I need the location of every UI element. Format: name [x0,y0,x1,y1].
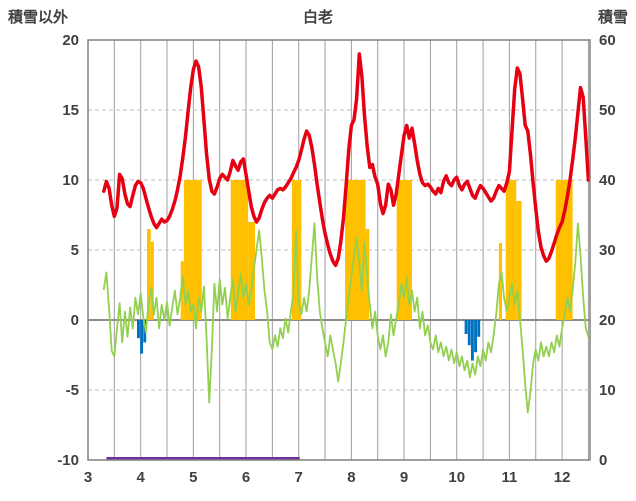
svg-text:50: 50 [599,102,616,119]
green-line [102,222,590,414]
plot-border [87,39,591,461]
svg-text:15: 15 [62,102,79,119]
svg-text:5: 5 [189,469,197,486]
svg-text:20: 20 [599,312,616,329]
y-axis-left-labels: 20 15 10 5 0 -5 -10 [57,32,79,469]
svg-text:60: 60 [599,32,616,49]
svg-text:5: 5 [71,242,79,259]
svg-text:8: 8 [347,469,355,486]
svg-text:-5: -5 [66,382,79,399]
svg-text:12: 12 [554,469,571,486]
svg-text:7: 7 [295,469,303,486]
y-axis-right-labels: 60 50 40 30 20 10 0 [599,32,616,469]
left-axis-title: 積雪以外 [8,9,69,26]
right-axis-title: 積雪 [597,9,628,26]
svg-text:20: 20 [62,32,79,49]
svg-text:0: 0 [71,312,79,329]
svg-text:4: 4 [137,469,146,486]
svg-text:3: 3 [84,469,92,486]
svg-text:11: 11 [501,469,517,486]
red-line [102,52,591,268]
svg-text:10: 10 [599,382,616,399]
svg-text:0: 0 [599,452,607,469]
svg-text:30: 30 [599,242,616,259]
svg-text:40: 40 [599,172,616,189]
svg-text:10: 10 [62,172,79,189]
svg-text:10: 10 [448,469,465,486]
svg-text:9: 9 [400,469,408,486]
svg-text:6: 6 [242,469,250,486]
x-axis-labels: 3 4 5 6 7 8 9 10 11 12 [84,469,571,486]
svg-text:-10: -10 [57,452,79,469]
